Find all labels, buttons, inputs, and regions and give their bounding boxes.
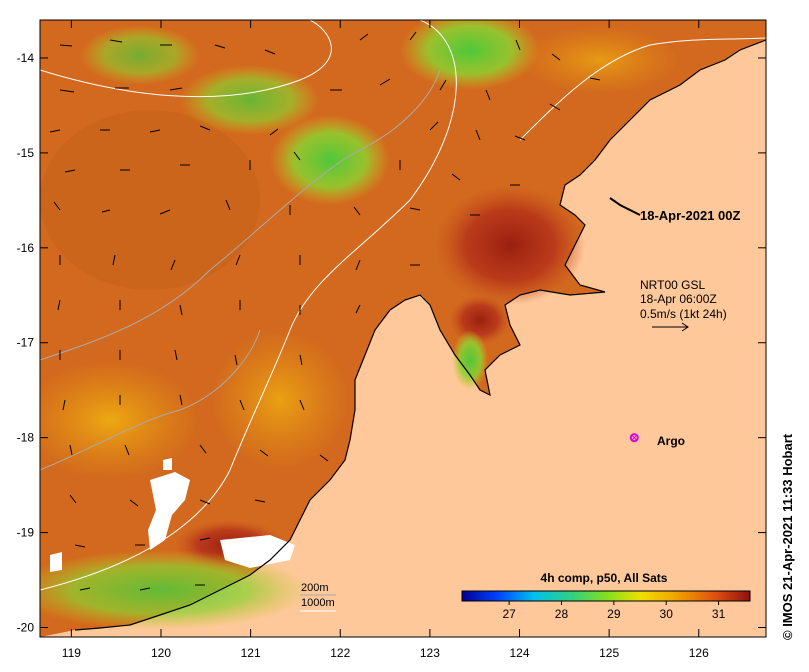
colorbar [461, 590, 751, 602]
cool-patch [80, 25, 200, 85]
mid-patch [210, 330, 350, 470]
lon-tick-label: 122 [330, 646, 350, 660]
mid-patch [40, 360, 200, 480]
gsl-scale-arrow [652, 322, 689, 332]
lon-tick-label: 123 [420, 646, 440, 660]
colorbar-tick-label: 29 [607, 607, 621, 621]
cloud-mask [163, 458, 172, 470]
isobath-200m-label: 200m [301, 582, 329, 594]
gsl-scale: 0.5m/s (1kt 24h) [640, 307, 727, 321]
map-frame [39, 19, 767, 638]
mid-patch [520, 25, 680, 95]
colorbar-title: 4h comp, p50, All Sats [541, 571, 668, 585]
colorbar-tick-label: 27 [502, 607, 516, 621]
lat-tick-label: -16 [17, 241, 35, 255]
map-area [40, 20, 766, 637]
cool-patch [452, 330, 488, 390]
lon-tick-label: 119 [62, 646, 81, 660]
lon-tick-label: 124 [510, 646, 530, 660]
lat-tick-label: -18 [17, 431, 35, 445]
date-label: 18-Apr-2021 00Z [640, 208, 740, 223]
isobath-200m [40, 20, 457, 591]
lon-tick-label: 125 [599, 646, 619, 660]
current-vectors [49, 31, 601, 591]
coastline [74, 39, 766, 631]
warm-patch [40, 110, 260, 290]
longitude-axis: 119 120 121 122 123 124 125 126 [62, 20, 709, 660]
gsl-time: 18-Apr 06:00Z [640, 292, 717, 306]
lat-tick-label: -14 [17, 51, 35, 65]
gsl-title: NRT00 GSL [640, 278, 705, 292]
colorbar-tick-label: 28 [555, 607, 569, 621]
credit-text: © IMOS 21-Apr-2021 11:33 Hobart [780, 433, 795, 640]
argo-float-marker[interactable] [629, 433, 639, 443]
colorbar-ticks: 27 28 29 30 31 [502, 601, 726, 621]
lat-tick-label: -17 [17, 336, 35, 350]
lon-tick-label: 121 [241, 646, 261, 660]
cool-patch [270, 115, 390, 205]
cool-patch [180, 65, 320, 135]
argo-label: Argo [657, 434, 685, 448]
isobath-1000m [40, 69, 441, 361]
colorbar-tick-label: 30 [660, 607, 674, 621]
lat-tick-label: -20 [17, 621, 35, 635]
cloud-mask [148, 472, 190, 550]
latitude-axis: -14 -15 -16 -17 -18 -19 -20 [17, 51, 766, 635]
cool-patch [40, 550, 310, 630]
cloud-mask [50, 552, 62, 572]
lat-tick-label: -19 [17, 526, 35, 540]
lon-tick-label: 126 [689, 646, 709, 660]
cool-patch [400, 20, 540, 90]
colorbar-tick-label: 31 [712, 607, 726, 621]
lat-tick-label: -15 [17, 146, 35, 160]
lon-tick-label: 120 [151, 646, 171, 660]
date-pointer [609, 197, 641, 216]
cloud-mask [220, 535, 295, 568]
isobath-1000m-label: 1000m [301, 597, 335, 609]
isobath-1000m [40, 329, 261, 471]
warm-patch [435, 185, 585, 305]
